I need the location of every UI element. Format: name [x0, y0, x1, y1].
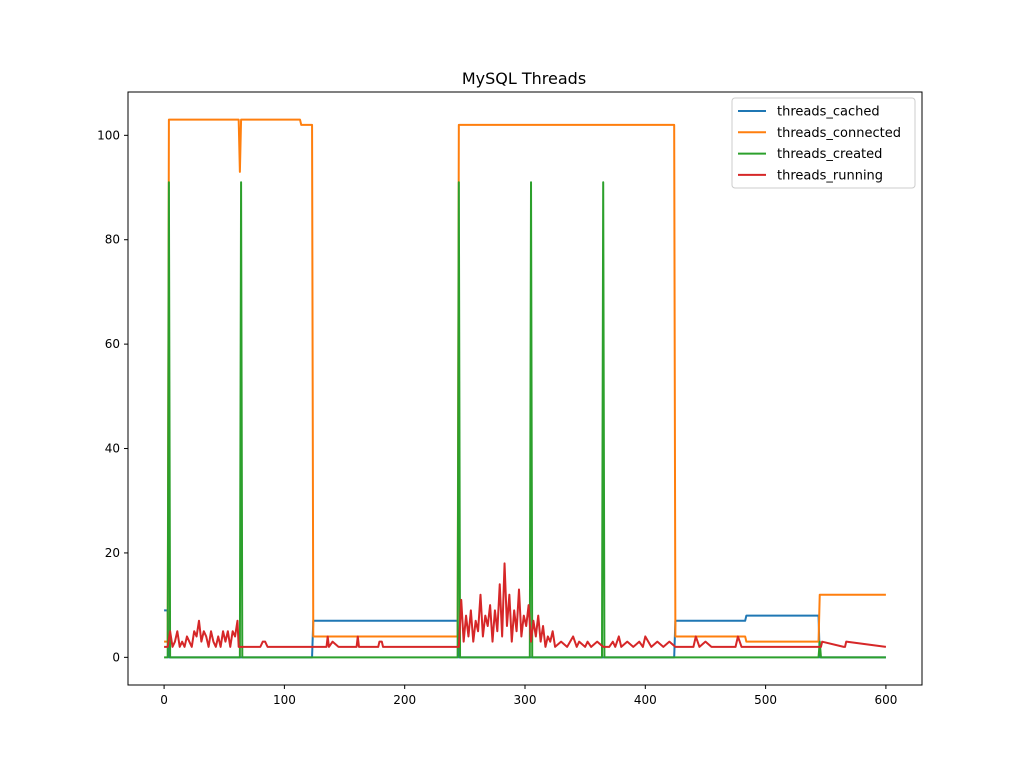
- x-tick-label: 600: [874, 693, 897, 707]
- y-tick-label: 0: [112, 650, 120, 664]
- x-tick-label: 500: [754, 693, 777, 707]
- y-tick-label: 20: [105, 546, 120, 560]
- legend-box: [731, 97, 916, 189]
- x-axis: 0 100 200 300 400 500 600: [160, 685, 897, 707]
- y-axis: 0 20 40 60 80 100: [97, 128, 128, 664]
- legend-label: threads_connected: [777, 126, 901, 141]
- chart-title: MySQL Threads: [462, 69, 586, 88]
- x-tick-label: 300: [514, 693, 537, 707]
- x-tick-label: 400: [634, 693, 657, 707]
- y-tick-label: 40: [105, 442, 120, 456]
- series-line-threads-connected: [164, 118, 886, 643]
- x-tick-label: 100: [273, 693, 296, 707]
- y-tick-label: 80: [105, 233, 120, 247]
- series-line-threads-created: [164, 181, 886, 659]
- plot-lines: [164, 118, 887, 659]
- legend: threads_cached threads_connected threads_c…: [731, 97, 916, 189]
- x-tick-label: 200: [393, 693, 416, 707]
- y-tick-label: 60: [105, 337, 120, 351]
- y-tick-label: 100: [97, 128, 120, 142]
- legend-label: threads_running: [777, 168, 883, 183]
- series-line-threads-running: [164, 562, 887, 648]
- x-tick-label: 0: [160, 693, 168, 707]
- legend-label: threads_cached: [777, 105, 880, 120]
- legend-label: threads_created: [777, 147, 882, 162]
